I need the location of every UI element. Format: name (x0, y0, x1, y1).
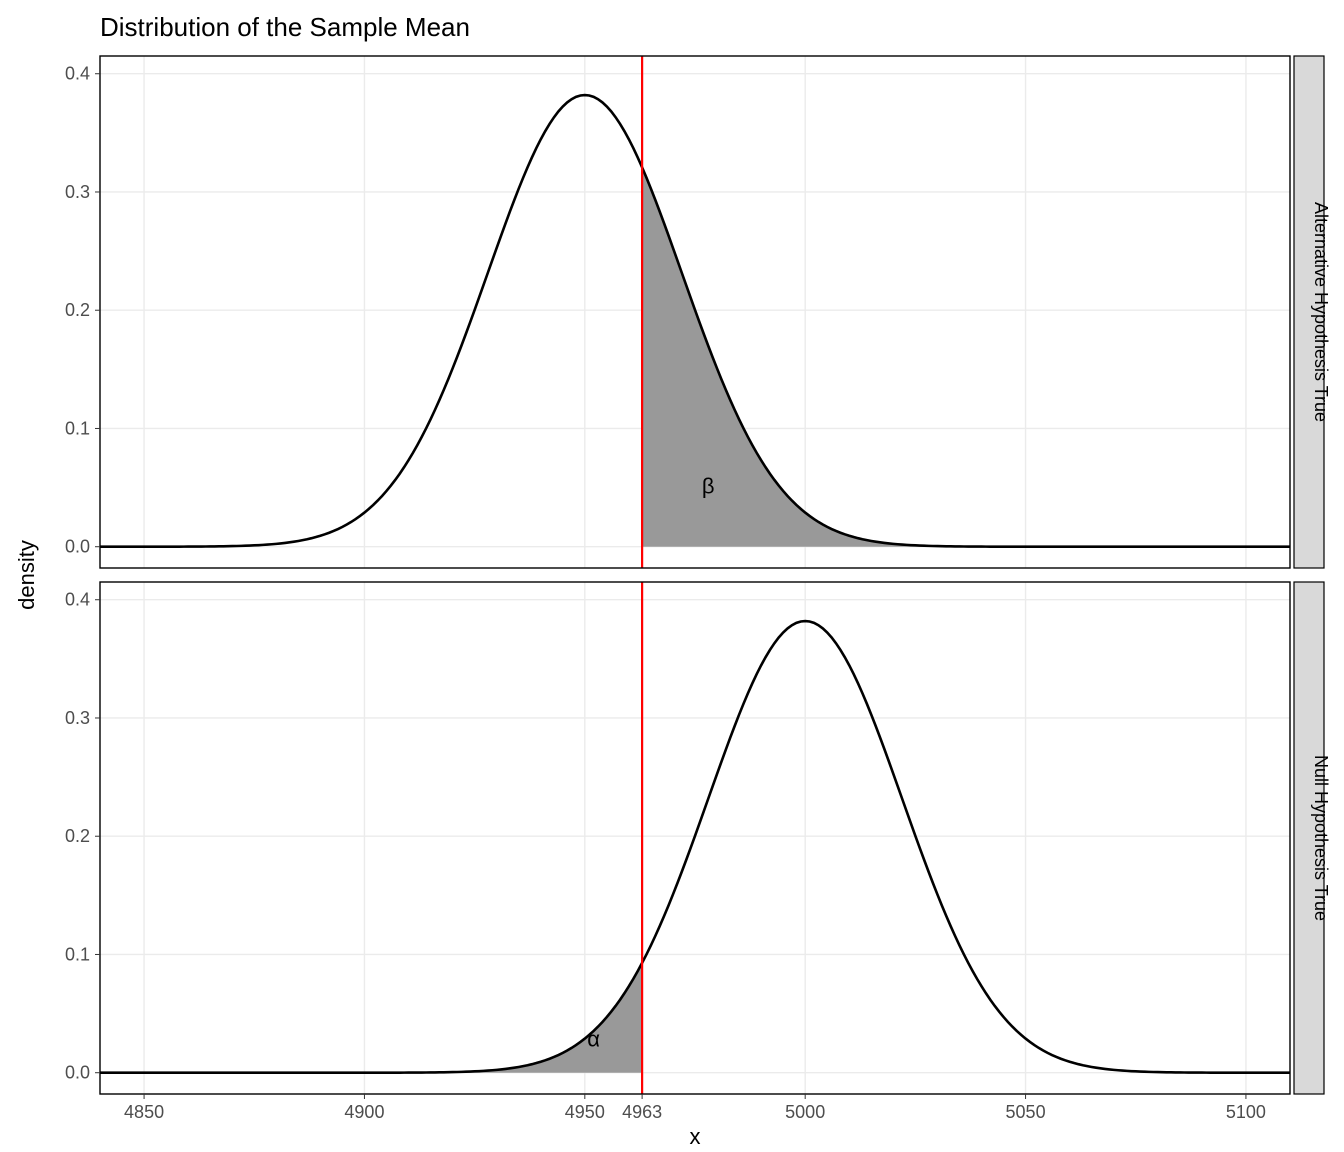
y-tick-label: 0.4 (65, 590, 90, 610)
x-tick-label: 4950 (565, 1102, 605, 1122)
chart-title: Distribution of the Sample Mean (100, 12, 470, 42)
x-tick-label: 4900 (344, 1102, 384, 1122)
y-tick-label: 0.3 (65, 708, 90, 728)
y-tick-label: 0.1 (65, 418, 90, 438)
panel-1: β 0.0 0.1 0.2 0.3 0.4 Alternative Hypothesis T… (65, 56, 1331, 568)
x-tick-label: 5100 (1226, 1102, 1266, 1122)
x-tick-label: 4963 (622, 1102, 662, 1122)
y-tick-label: 0.4 (65, 64, 90, 84)
panel-2: α 0.0 0.1 0.2 0.3 0.4 Null Hypothesis True (65, 582, 1331, 1094)
x-tick-label: 5000 (785, 1102, 825, 1122)
annotation-β: β (702, 474, 715, 499)
facet-label-2: Null Hypothesis True (1311, 755, 1331, 921)
facet-label-1: Alternative Hypothesis True (1311, 202, 1331, 422)
y-tick-label: 0.3 (65, 182, 90, 202)
x-tick-label: 4850 (124, 1102, 164, 1122)
x-axis-label: x (690, 1124, 701, 1149)
y-tick-label: 0.1 (65, 944, 90, 964)
annotation-α: α (587, 1027, 600, 1052)
distribution-chart: Distribution of the Sample Mean density x β… (0, 0, 1344, 1152)
y-axis-label: density (14, 540, 39, 610)
y-tick-label: 0.2 (65, 300, 90, 320)
y-tick-label: 0.0 (65, 537, 90, 557)
y-tick-label: 0.2 (65, 826, 90, 846)
y-tick-label: 0.0 (65, 1063, 90, 1083)
x-tick-label: 5050 (1006, 1102, 1046, 1122)
